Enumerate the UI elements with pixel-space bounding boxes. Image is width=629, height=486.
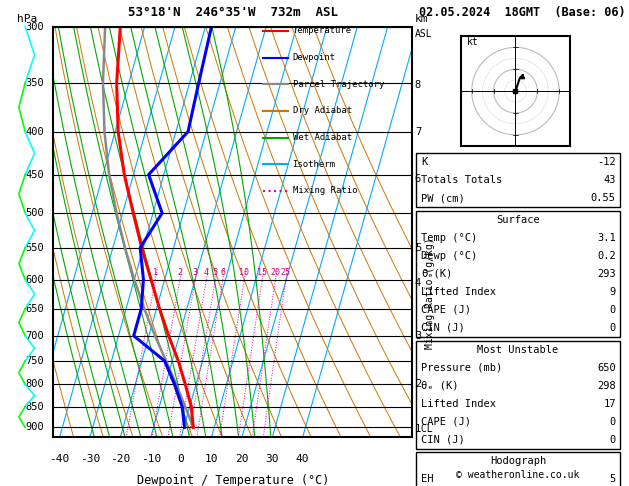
- Text: 20: 20: [270, 268, 281, 278]
- Text: 8: 8: [415, 80, 421, 90]
- Text: ASL: ASL: [415, 29, 433, 39]
- Text: 2: 2: [415, 380, 421, 389]
- Text: 3: 3: [192, 268, 198, 278]
- Text: 0: 0: [610, 417, 616, 427]
- Text: 2: 2: [177, 268, 182, 278]
- Text: θₑ(K): θₑ(K): [421, 269, 453, 279]
- Text: 6: 6: [220, 268, 225, 278]
- Text: Dewpoint / Temperature (°C): Dewpoint / Temperature (°C): [136, 474, 329, 486]
- Text: 25: 25: [281, 268, 291, 278]
- Text: CAPE (J): CAPE (J): [421, 305, 471, 315]
- Text: 53°18'N  246°35'W  732m  ASL: 53°18'N 246°35'W 732m ASL: [128, 6, 338, 19]
- Text: Hodograph: Hodograph: [490, 456, 546, 467]
- Text: 6: 6: [415, 174, 421, 184]
- Text: Wet Adiabat: Wet Adiabat: [292, 133, 352, 142]
- Text: 550: 550: [26, 243, 45, 253]
- Text: Lifted Index: Lifted Index: [421, 399, 496, 409]
- Text: 02.05.2024  18GMT  (Base: 06): 02.05.2024 18GMT (Base: 06): [420, 6, 626, 19]
- Text: Dewpoint: Dewpoint: [292, 53, 336, 62]
- Text: Pressure (mb): Pressure (mb): [421, 363, 503, 373]
- Text: K: K: [421, 157, 428, 167]
- Text: 30: 30: [265, 454, 279, 464]
- Text: 750: 750: [26, 356, 45, 366]
- Text: Dewp (°C): Dewp (°C): [421, 251, 477, 261]
- Text: 900: 900: [26, 422, 45, 433]
- Text: LCL: LCL: [415, 424, 433, 434]
- Text: Most Unstable: Most Unstable: [477, 345, 559, 355]
- Text: 5: 5: [213, 268, 218, 278]
- Text: 300: 300: [26, 22, 45, 32]
- Text: 17: 17: [603, 399, 616, 409]
- Text: 650: 650: [597, 363, 616, 373]
- Text: 15: 15: [257, 268, 267, 278]
- Text: Mixing Ratio (g/kg): Mixing Ratio (g/kg): [425, 238, 435, 349]
- Text: 5: 5: [610, 474, 616, 485]
- Text: Totals Totals: Totals Totals: [421, 175, 503, 185]
- Text: CAPE (J): CAPE (J): [421, 417, 471, 427]
- Text: θₑ (K): θₑ (K): [421, 381, 459, 391]
- Text: -30: -30: [80, 454, 100, 464]
- Text: 650: 650: [26, 304, 45, 314]
- Text: -10: -10: [140, 454, 161, 464]
- Text: 0: 0: [610, 323, 616, 333]
- Text: 500: 500: [26, 208, 45, 218]
- Text: 1: 1: [415, 424, 421, 434]
- Text: -40: -40: [50, 454, 70, 464]
- Text: Temperature: Temperature: [292, 26, 352, 35]
- Text: 9: 9: [610, 287, 616, 297]
- Text: 450: 450: [26, 170, 45, 180]
- Text: 7: 7: [415, 127, 421, 137]
- Text: Dry Adiabat: Dry Adiabat: [292, 106, 352, 115]
- Text: 0: 0: [610, 305, 616, 315]
- Text: 350: 350: [26, 78, 45, 88]
- Text: 3: 3: [415, 331, 421, 341]
- Text: Isotherm: Isotherm: [292, 160, 336, 169]
- Text: 4: 4: [415, 278, 421, 288]
- Text: 0: 0: [610, 434, 616, 445]
- Text: Temp (°C): Temp (°C): [421, 233, 477, 243]
- Text: 40: 40: [296, 454, 309, 464]
- Text: CIN (J): CIN (J): [421, 434, 465, 445]
- Text: Mixing Ratio: Mixing Ratio: [292, 187, 357, 195]
- Text: -20: -20: [110, 454, 130, 464]
- Text: 600: 600: [26, 275, 45, 284]
- Text: 10: 10: [204, 454, 218, 464]
- Text: 293: 293: [597, 269, 616, 279]
- Text: 0.2: 0.2: [597, 251, 616, 261]
- Text: 5: 5: [415, 243, 421, 253]
- Text: PW (cm): PW (cm): [421, 193, 465, 203]
- Text: km: km: [415, 14, 428, 24]
- Text: Lifted Index: Lifted Index: [421, 287, 496, 297]
- Text: 0: 0: [178, 454, 184, 464]
- Text: 4: 4: [204, 268, 209, 278]
- Text: 3.1: 3.1: [597, 233, 616, 243]
- Text: 298: 298: [597, 381, 616, 391]
- Text: 800: 800: [26, 380, 45, 389]
- Text: -12: -12: [597, 157, 616, 167]
- Text: 850: 850: [26, 401, 45, 412]
- Text: EH: EH: [421, 474, 434, 485]
- Text: 20: 20: [235, 454, 248, 464]
- Text: hPa: hPa: [18, 14, 38, 24]
- Text: 43: 43: [603, 175, 616, 185]
- Text: CIN (J): CIN (J): [421, 323, 465, 333]
- Text: 0.55: 0.55: [591, 193, 616, 203]
- Text: Surface: Surface: [496, 215, 540, 225]
- Text: 400: 400: [26, 127, 45, 137]
- Text: 700: 700: [26, 331, 45, 341]
- Text: 1: 1: [153, 268, 158, 278]
- Text: Parcel Trajectory: Parcel Trajectory: [292, 80, 384, 89]
- Text: © weatheronline.co.uk: © weatheronline.co.uk: [456, 470, 580, 480]
- Text: 10: 10: [240, 268, 249, 278]
- Text: kt: kt: [467, 37, 479, 47]
